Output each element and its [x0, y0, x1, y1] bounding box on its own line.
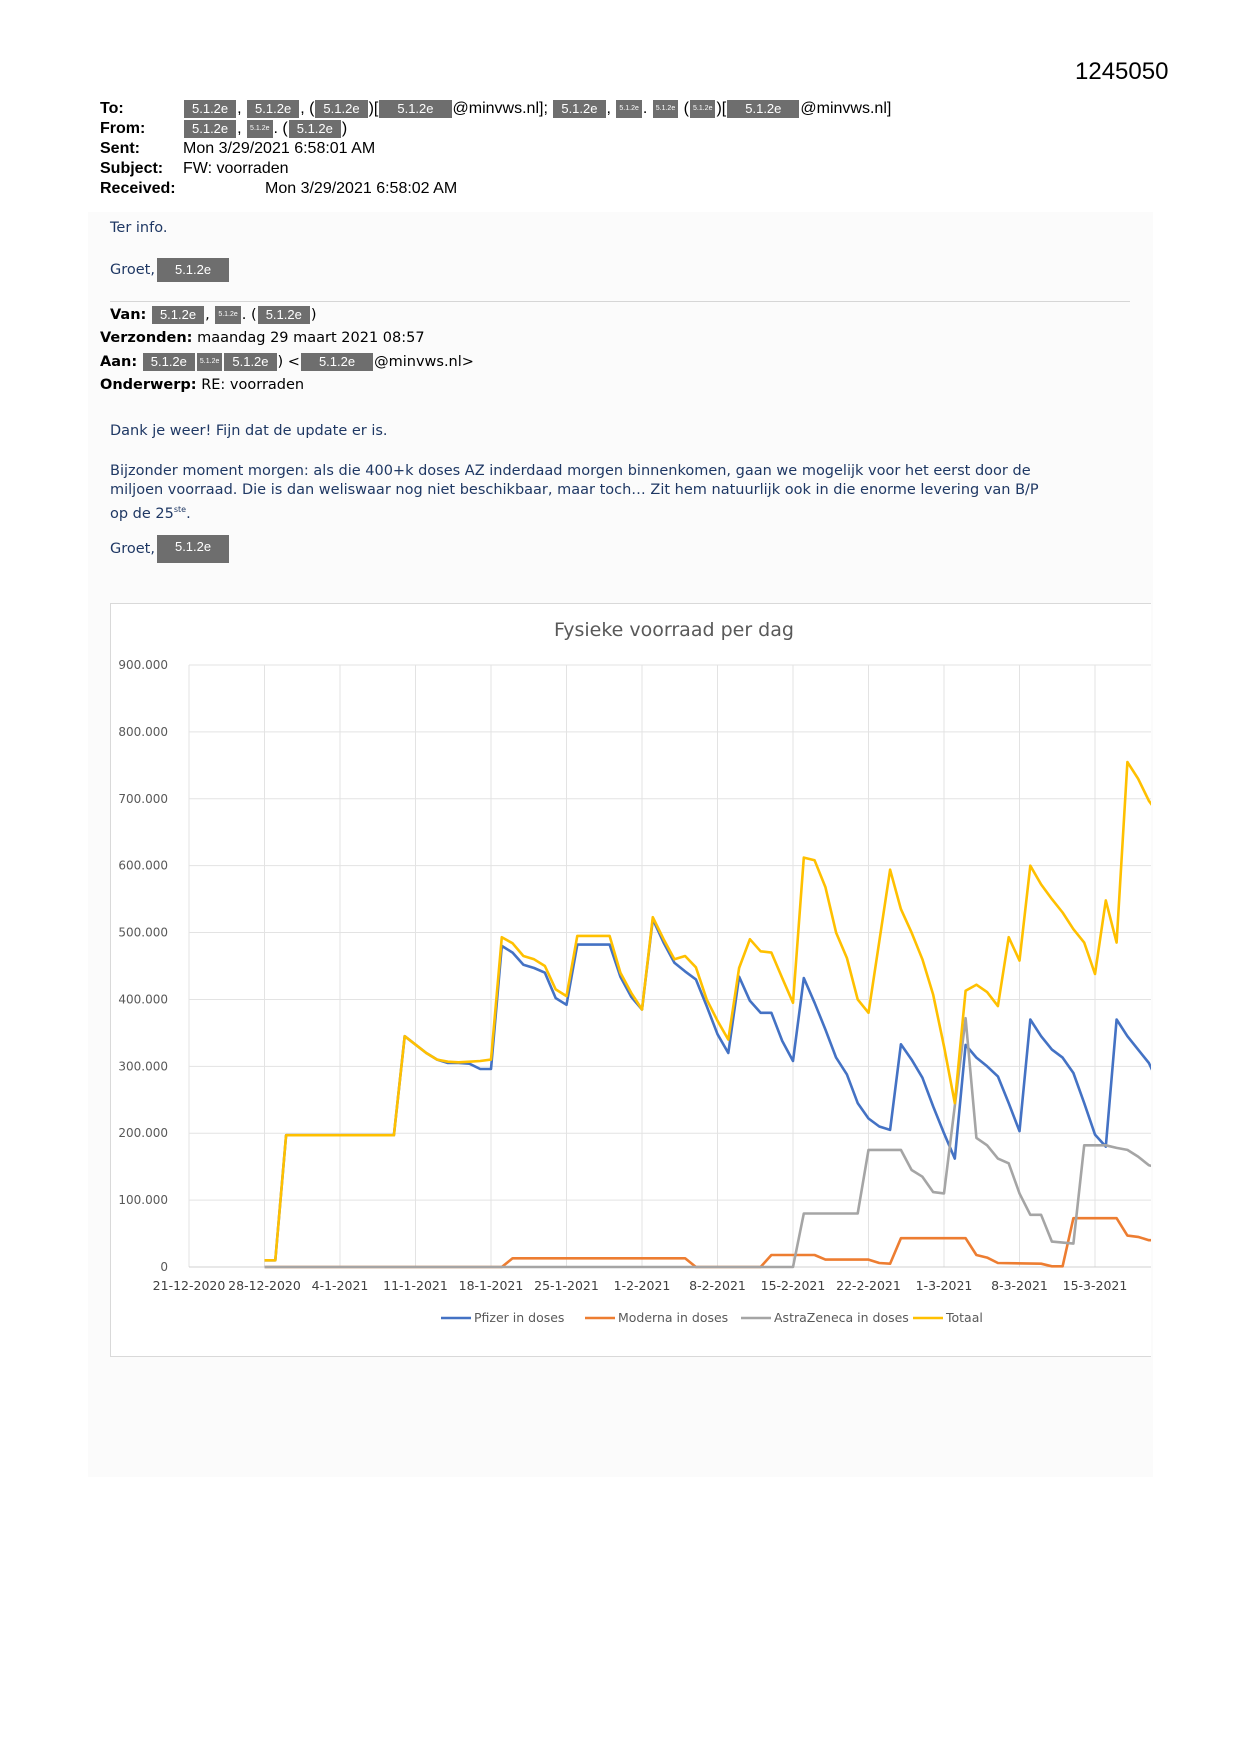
y-tick-label: 200.000 — [118, 1126, 168, 1140]
legend-label: Totaal — [945, 1310, 983, 1325]
series-line — [264, 1016, 1151, 1269]
series-line — [264, 1216, 1151, 1269]
redaction: 5.1.2e — [142, 353, 195, 371]
redaction: 5.1.2e — [224, 353, 277, 371]
legend-label: Moderna in doses — [618, 1310, 728, 1325]
subject-value: FW: voorraden — [183, 160, 289, 177]
x-tick-label: 8-3-2021 — [991, 1278, 1048, 1293]
legend-label: AstraZeneca in doses — [774, 1310, 909, 1325]
reply-line-1: Dank je weer! Fijn dat de update er is. — [110, 423, 388, 439]
x-tick-label: 4-1-2021 — [312, 1278, 369, 1293]
reply-paragraph: Bijzonder moment morgen: als die 400+k d… — [110, 462, 1150, 524]
from-value: 5.1.2e, 5.1.2e. (5.1.2e) — [183, 120, 347, 138]
onderwerp-row: Onderwerp: RE: voorraden — [100, 377, 304, 393]
aan-domain: @minvws.nl> — [374, 354, 474, 370]
redaction: 5.1.2e — [727, 100, 800, 118]
redaction: 5.1.2e — [156, 258, 230, 282]
y-tick-label: 0 — [160, 1260, 168, 1274]
signature-1-text: Groet, — [110, 262, 155, 278]
reply-paragraph-line-2: miljoen voorraad. Die is dan weliswaar n… — [110, 482, 1039, 498]
van-label: Van: — [110, 307, 147, 323]
y-tick-label: 900.000 — [118, 658, 168, 672]
redaction: 5.1.2e — [300, 353, 374, 371]
redaction: 5.1.2e — [196, 353, 223, 371]
redaction: 5.1.2e — [315, 100, 368, 118]
sent-value: Mon 3/29/2021 6:58:01 AM — [183, 140, 376, 157]
body-line-ter-info: Ter info. — [110, 220, 168, 236]
to-value: 5.1.2e, 5.1.2e, (5.1.2e)[5.1.2e @minvws.n… — [183, 100, 891, 118]
x-tick-label: 15-2-2021 — [761, 1278, 826, 1293]
redaction: 5.1.2e — [184, 120, 237, 138]
x-tick-label: 8-2-2021 — [689, 1278, 746, 1293]
redaction: 5.1.2e — [247, 120, 273, 138]
y-tick-label: 300.000 — [118, 1059, 168, 1073]
x-tick-label: 11-1-2021 — [383, 1278, 448, 1293]
series-line — [264, 917, 1151, 1262]
received-label: Received: — [100, 180, 176, 197]
y-tick-label: 600.000 — [118, 859, 168, 873]
redaction: 5.1.2e — [690, 100, 716, 118]
van-row: Van: 5.1.2e, 5.1.2e. (5.1.2e) — [110, 306, 317, 324]
onderwerp-value: RE: voorraden — [201, 377, 305, 393]
series-line — [264, 760, 1151, 1262]
y-tick-label: 700.000 — [118, 792, 168, 806]
y-tick-label: 500.000 — [118, 926, 168, 940]
redaction: 5.1.2e — [247, 100, 300, 118]
x-tick-label: 18-1-2021 — [459, 1278, 524, 1293]
redaction: 5.1.2e — [151, 306, 205, 324]
x-tick-label: 25-1-2021 — [534, 1278, 599, 1293]
y-tick-label: 800.000 — [118, 725, 168, 739]
verzonden-row: Verzonden: maandag 29 maart 2021 08:57 — [100, 330, 425, 346]
stock-chart: Fysieke voorraad per dag 0 100.000 200.000 3… — [110, 603, 1151, 1357]
redaction: 5.1.2e — [184, 100, 237, 118]
x-tick-label: 1-3-2021 — [916, 1278, 973, 1293]
separator — [110, 301, 1130, 302]
sent-label: Sent: — [100, 140, 140, 157]
x-tick-label: 22-2-2021 — [836, 1278, 901, 1293]
redaction: 5.1.2e — [616, 100, 642, 118]
signature-1: Groet, 5.1.2e — [110, 258, 230, 282]
chart-svg: Fysieke voorraad per dag 0 100.000 200.000 3… — [118, 619, 1151, 1325]
aan-label: Aan: — [100, 354, 138, 370]
signature-2-text: Groet, — [110, 541, 155, 557]
signature-2: Groet, 5.1.2e — [110, 535, 230, 563]
redaction: 5.1.2e — [257, 306, 310, 324]
y-tick-label: 400.000 — [118, 992, 168, 1006]
x-tick-label: 1-2-2021 — [614, 1278, 671, 1293]
x-tick-label: 15-3-2021 — [1063, 1278, 1128, 1293]
reply-paragraph-line-3: op de 25ste. — [110, 500, 1150, 524]
to-label: To: — [100, 100, 124, 117]
redaction: 5.1.2e — [215, 306, 241, 324]
legend-label: Pfizer in doses — [474, 1310, 564, 1325]
redaction: 5.1.2e — [652, 100, 679, 118]
onderwerp-label: Onderwerp: — [100, 377, 197, 393]
x-tick-label: 21-12-2020 — [153, 1278, 226, 1293]
ordinal-suffix: ste — [173, 505, 187, 514]
redaction: 5.1.2e — [553, 100, 606, 118]
to-domain-1: @minvws.nl]; — [452, 100, 548, 118]
subject-label: Subject: — [100, 160, 164, 177]
redaction: 5.1.2e — [156, 535, 230, 563]
y-tick-label: 100.000 — [118, 1193, 168, 1207]
chart-title: Fysieke voorraad per dag — [554, 619, 794, 641]
reply-paragraph-line-1: Bijzonder moment morgen: als die 400+k d… — [110, 463, 1031, 479]
reply-paragraph-line-3-end: . — [186, 505, 191, 522]
aan-row: Aan: 5.1.2e 5.1.2e 5.1.2e) <5.1.2e @minvws.… — [100, 353, 474, 371]
document-id: 1245050 — [1075, 58, 1169, 85]
from-label: From: — [100, 120, 146, 137]
to-domain-2: @minvws.nl] — [800, 100, 892, 118]
verzonden-value: maandag 29 maart 2021 08:57 — [197, 330, 425, 346]
received-value: Mon 3/29/2021 6:58:02 AM — [265, 180, 458, 197]
verzonden-label: Verzonden: — [100, 330, 193, 346]
x-tick-label: 28-12-2020 — [228, 1278, 301, 1293]
redaction: 5.1.2e — [288, 120, 341, 138]
redaction: 5.1.2e — [379, 100, 452, 118]
reply-paragraph-line-3-text: op de 25 — [110, 505, 174, 522]
